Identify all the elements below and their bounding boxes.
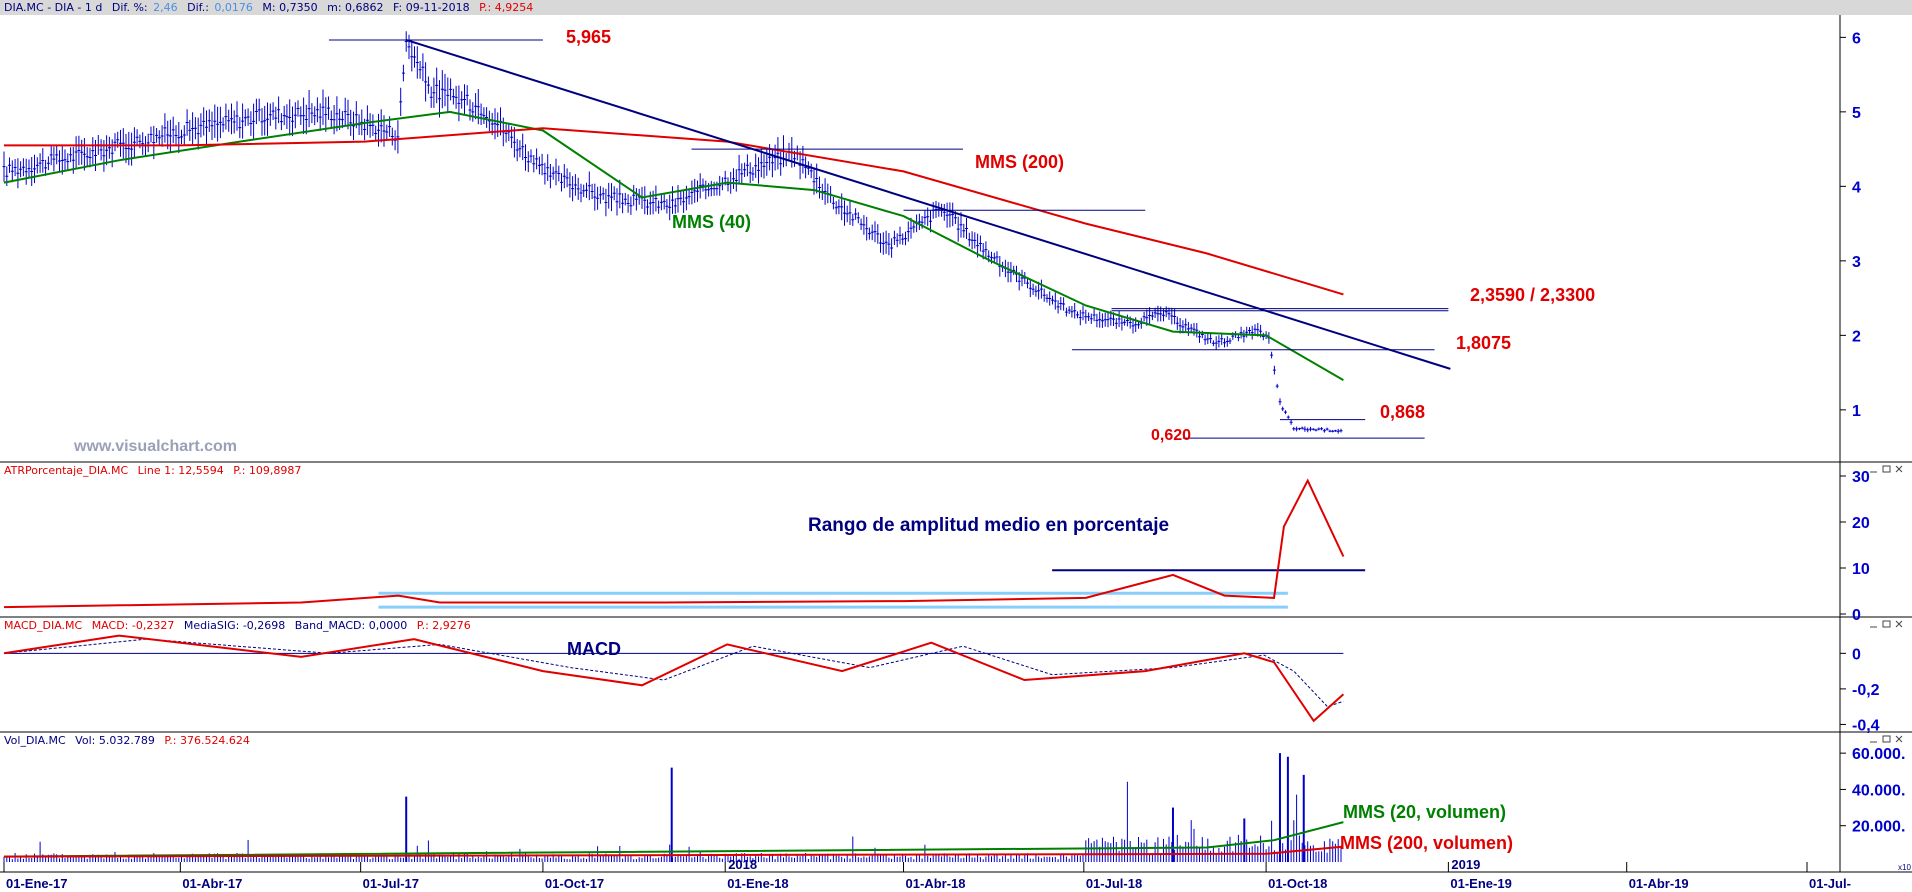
- header-symbol: DIA.MC - DIA - 1 d: [4, 1, 102, 14]
- macd-tick-label: -0,2: [1852, 682, 1880, 699]
- x-tick-label: 01-Jul-18: [1086, 876, 1142, 891]
- x-year-label: 2019: [1451, 857, 1480, 872]
- label-support: 1,8075: [1456, 333, 1511, 353]
- volume-scale: x10: [1898, 863, 1911, 872]
- vol-mms200-line: [3, 845, 1344, 858]
- axes: 6 5 4 3 2 1 30 20 10 0 0 -0,2 -0,4 60.000. 40.000. 20.0…: [3, 30, 1905, 891]
- atr-tick-label: 10: [1852, 561, 1870, 578]
- trendline: [405, 39, 1451, 370]
- volume-tick-label: 40.000.: [1852, 782, 1905, 799]
- label-0868: 0,868: [1380, 402, 1425, 422]
- atr-tick-label: 20: [1852, 515, 1870, 532]
- svg-text:Vol_DIA.MC Vol: 5.032.78: Vol_DIA.MC Vol: 5.032.789 P.: 376.524.62…: [4, 734, 250, 747]
- x-tick-label: 01-Jul-17: [363, 876, 419, 891]
- atr-tick-label: 30: [1852, 469, 1870, 486]
- x-tick-label: 01-Oct-17: [545, 876, 604, 891]
- x-tick-label: 01-Abr-17: [182, 876, 242, 891]
- price-tick-label: 2: [1852, 328, 1861, 345]
- macd-tick-label: 0: [1852, 646, 1861, 663]
- x-tick-label: 01-Ene-17: [6, 876, 67, 891]
- x-tick-label: 01-Jul-: [1809, 876, 1851, 891]
- macd-tick-label: -0,4: [1852, 717, 1880, 734]
- volume-bars: [3, 781, 1342, 862]
- macd-title: MACD: [567, 639, 621, 659]
- label-high: 5,965: [566, 27, 611, 47]
- price-tick-label: 1: [1852, 403, 1861, 420]
- label-mms200: MMS (200): [975, 152, 1064, 172]
- macd-header: MACD_DIA.MC MACD: -0,2327 MediaSIG: -0,2…: [0, 616, 1912, 632]
- window-controls[interactable]: [1870, 465, 1903, 743]
- vol-mms20-line: [3, 821, 1344, 858]
- watermark: www.visualchart.com: [73, 438, 237, 455]
- svg-text:DIA.MC - DIA - 1 d Dif.: DIA.MC - DIA - 1 d Dif. %: 2,46 Dif.: 0,…: [4, 1, 533, 14]
- atr-tick-label: 0: [1852, 607, 1861, 624]
- volume-tick-label: 20.000.: [1852, 819, 1905, 836]
- volume-panel: [3, 753, 1344, 862]
- price-bars: [2, 31, 1343, 434]
- x-tick-label: 01-Abr-19: [1629, 876, 1689, 891]
- macd-line: [3, 634, 1345, 723]
- x-tick-label: 01-Oct-18: [1268, 876, 1327, 891]
- volume-tick-label: 60.000.: [1852, 746, 1905, 763]
- price-tick-label: 3: [1852, 254, 1861, 271]
- mms40-line: [3, 110, 1344, 381]
- price-tick-label: 6: [1852, 30, 1861, 47]
- volume-header: Vol_DIA.MC Vol: 5.032.789 P.: 376.524.62…: [0, 731, 1912, 747]
- svg-text:MACD_DIA.MC MACD: -0,232: MACD_DIA.MC MACD: -0,2327 MediaSIG: -0,2…: [4, 619, 471, 632]
- svg-text:ATRPorcentaje_DIA.MC Lin: ATRPorcentaje_DIA.MC Line 1: 12,5594 P.:…: [4, 464, 301, 477]
- label-mms40: MMS (40): [672, 212, 751, 232]
- volume-controls-icon[interactable]: [1870, 735, 1903, 743]
- price-tick-label: 5: [1852, 105, 1861, 122]
- label-resistance: 2,3590 / 2,3300: [1470, 285, 1595, 305]
- x-tick-label: 01-Ene-19: [1450, 876, 1511, 891]
- atr-title: Rango de amplitud medio en porcentaje: [808, 515, 1169, 536]
- x-tick-label: 01-Abr-18: [906, 876, 966, 891]
- macd-controls-icon[interactable]: [1870, 620, 1903, 628]
- atr-line: [3, 478, 1345, 609]
- atr-panel: [3, 478, 1366, 609]
- label-vol-mms20: MMS (20, volumen): [1343, 802, 1506, 822]
- atr-controls-icon[interactable]: [1870, 465, 1903, 473]
- label-vol-mms200: MMS (200, volumen): [1340, 833, 1513, 853]
- price-header: DIA.MC - DIA - 1 d Dif. %: 2,46 Dif.: 0,…: [0, 0, 1912, 15]
- price-panel: [2, 31, 1451, 439]
- price-tick-label: 4: [1852, 179, 1861, 196]
- x-tick-label: 01-Ene-18: [727, 876, 788, 891]
- price-annotations: 5,965 MMS (200) MMS (40) 2,3590 / 2,3300…: [566, 27, 1595, 444]
- atr-header: ATRPorcentaje_DIA.MC Line 1: 12,5594 P.:…: [0, 461, 1912, 477]
- x-year-label: 2018: [728, 857, 757, 872]
- macd-panel: [3, 634, 1345, 723]
- label-0620: 0,620: [1151, 427, 1191, 444]
